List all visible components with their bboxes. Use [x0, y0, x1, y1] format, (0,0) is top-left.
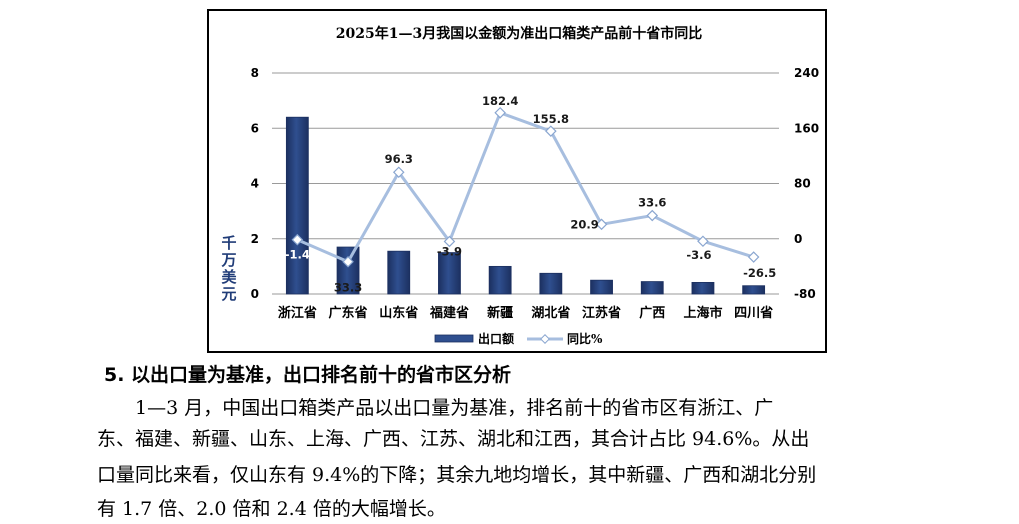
legend-line-label: 同比% [567, 331, 603, 346]
y-right-tick-label: -80 [794, 287, 816, 301]
yoy-marker [392, 166, 405, 179]
yoy-data-label: 20.9 [570, 217, 598, 231]
bar [387, 250, 411, 295]
bar [742, 285, 766, 295]
yoy-marker [747, 251, 760, 263]
bar [438, 252, 461, 295]
chart-title: 2025年1—3月我国以金额为准出口箱类产品前十省市同比 [336, 25, 702, 42]
yoy-data-label: -1.4 [285, 248, 310, 262]
bar [691, 281, 715, 295]
bar [539, 272, 563, 295]
y-left-tick-label: 8 [251, 66, 259, 80]
y-left-tick-label: 4 [251, 177, 259, 191]
y-left-axis-label: 千 [221, 234, 236, 252]
paragraph-line: 东、福建、新疆、山东、上海、广西、江苏、湖北和江西，其合计占比 94.6%。从出 [97, 428, 810, 450]
y-left-axis-label: 万 [220, 251, 236, 269]
x-tick-label: 新疆 [487, 305, 513, 321]
yoy-data-label: 155.8 [533, 112, 569, 126]
yoy-marker [342, 255, 354, 268]
y-right-tick-label: 80 [794, 177, 811, 191]
yoy-marker [545, 125, 557, 137]
y-right-tick-label: 0 [794, 232, 802, 246]
paragraph-line: 有 1.7 倍、2.0 倍和 2.4 倍的大幅增长。 [97, 498, 446, 520]
yoy-marker [697, 235, 709, 248]
x-tick-label: 四川省 [734, 305, 773, 321]
bar [640, 281, 664, 295]
bar [488, 265, 512, 295]
yoy-data-label: -3.6 [686, 248, 711, 262]
yoy-marker [494, 106, 506, 119]
y-left-tick-label: 0 [251, 287, 259, 301]
x-tick-label: 湖北省 [531, 305, 570, 321]
yoy-marker [646, 209, 659, 222]
bar [590, 279, 613, 295]
paragraph-line: 1—3 月，中国出口箱类产品以出口量为基准，排名前十的省市区有浙江、广 [97, 397, 774, 419]
yoy-data-label: 182.4 [482, 94, 518, 108]
y-left-axis-label: 元 [221, 285, 236, 303]
yoy-marker [291, 233, 304, 246]
yoy-marker [595, 218, 608, 231]
x-tick-label: 广东省 [329, 305, 368, 321]
yoy-line [296, 111, 755, 264]
chart-svg: 2025年1—3月我国以金额为准出口箱类产品前十省市同比 0 -80 2 0 4 80 6 16… [220, 25, 819, 346]
y-left-tick-label: 2 [251, 232, 259, 246]
yoy-data-label: -3.9 [437, 244, 462, 258]
x-tick-label: 福建省 [429, 305, 469, 321]
legend-line-marker [540, 334, 550, 344]
y-right-tick-label: 240 [794, 66, 819, 80]
yoy-marker [443, 235, 456, 248]
yoy-data-label: 33.3 [334, 281, 362, 295]
y-left-axis-label: 美 [221, 268, 237, 286]
yoy-data-label: 96.3 [385, 152, 413, 166]
legend-bar-swatch [434, 334, 474, 343]
yoy-data-label: -26.5 [743, 266, 776, 280]
yoy-data-label: 33.6 [638, 196, 666, 210]
section-heading: 5. 以出口量为基准，出口排名前十的省市区分析 [104, 364, 512, 386]
x-tick-label: 上海市 [683, 305, 722, 321]
legend-bar-label: 出口额 [478, 331, 514, 346]
x-tick-label: 山东省 [379, 305, 418, 321]
y-left-tick-label: 6 [251, 121, 259, 135]
chart-frame: 2025年1—3月我国以金额为准出口箱类产品前十省市同比 0 -80 2 0 4 80 6 16… [207, 9, 827, 353]
paragraph-line: 口量同比来看，仅山东有 9.4%的下降；其余九地均增长，其中新疆、广西和湖北分别 [97, 464, 817, 486]
x-tick-label: 江苏省 [582, 305, 621, 321]
bar [285, 116, 309, 295]
x-tick-label: 浙江省 [278, 305, 317, 321]
x-tick-label: 广西 [639, 305, 665, 321]
y-right-tick-label: 160 [794, 121, 819, 135]
